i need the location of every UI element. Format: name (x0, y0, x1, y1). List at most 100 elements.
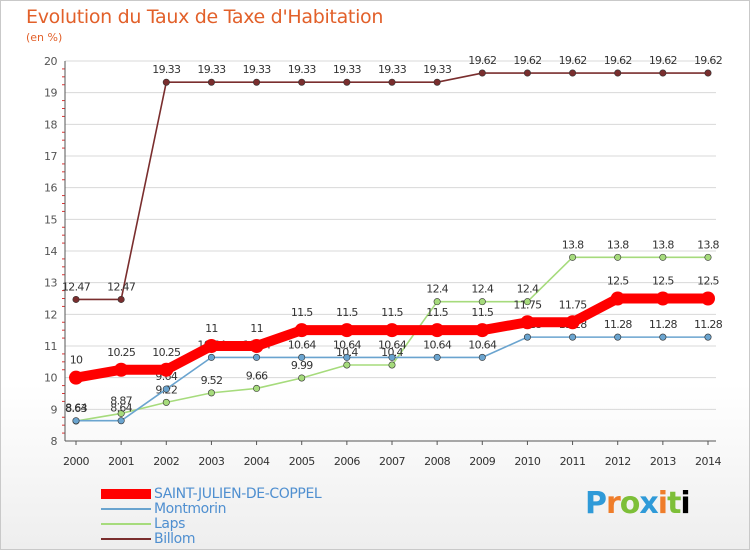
line-chart: 8 9 10 11 12 13 14 15 16 17 18 19 20 2000 2001 2002 2003… (44, 54, 723, 468)
data-label: 19.33 (288, 63, 317, 76)
data-label: 10.64 (423, 338, 452, 351)
data-label: 13.8 (697, 238, 719, 251)
legend-swatch-laps (101, 522, 151, 525)
data-point (433, 353, 441, 361)
data-label: 11.5 (426, 306, 448, 319)
legend-swatch-montmorin (101, 507, 151, 510)
data-point (388, 78, 396, 86)
data-label: 11.75 (513, 298, 542, 311)
data-label: 19.33 (197, 63, 226, 76)
data-label: 8.64 (110, 402, 132, 415)
x-tick-label: 2012 (605, 455, 631, 468)
data-point (523, 298, 531, 306)
data-label: 19.33 (333, 63, 362, 76)
data-point (569, 333, 577, 341)
data-label: 8.87 (110, 394, 132, 407)
legend-label: Laps (154, 515, 185, 532)
data-point (298, 374, 306, 382)
data-point (339, 323, 354, 338)
series-line-billom (76, 72, 708, 301)
chart-subtitle: (en %) (26, 31, 63, 44)
data-point (704, 253, 712, 261)
data-label: 9.66 (246, 369, 268, 382)
y-tick-label: 13 (44, 277, 57, 290)
data-label: 19.62 (649, 54, 677, 67)
data-label: 10.64 (333, 338, 362, 351)
data-point (523, 333, 531, 341)
data-label: 12.47 (107, 280, 136, 293)
data-label: 10.25 (107, 346, 136, 359)
data-label: 19.62 (559, 54, 587, 67)
y-tick-label: 19 (44, 87, 57, 100)
data-point (69, 370, 83, 385)
data-point (343, 361, 351, 369)
data-point (72, 295, 80, 303)
x-tick-label: 2010 (514, 455, 540, 468)
data-label: 13.8 (652, 238, 674, 251)
data-label: 19.62 (513, 54, 541, 67)
legend-item-saint-julien: SAINT-JULIEN-DE-COPPEL (101, 486, 322, 502)
x-tick-label: 2014 (695, 455, 721, 468)
legend-label: Billom (154, 530, 196, 547)
legend-swatch-saint-julien (101, 488, 151, 499)
data-point (343, 353, 351, 361)
data-point (433, 78, 441, 86)
data-label: 19.33 (243, 63, 272, 76)
data-point (207, 78, 215, 86)
y-tick-label: 10 (44, 372, 57, 385)
data-point (610, 291, 625, 306)
data-point (659, 333, 667, 341)
data-label: 11.75 (559, 298, 588, 311)
legend-item-billom: Billom (101, 530, 321, 547)
data-label: 11 (205, 322, 218, 335)
data-label: 11.28 (604, 318, 633, 331)
data-point (204, 339, 219, 353)
proxiti-logo: Proxiti (585, 486, 691, 521)
data-label: 19.62 (604, 54, 632, 67)
data-label: 8.63 (65, 402, 87, 415)
data-label: 19.62 (694, 54, 722, 67)
data-point (117, 409, 125, 417)
x-tick-label: 2006 (334, 455, 360, 468)
x-tick-label: 2002 (153, 455, 179, 468)
x-tick-label: 2007 (379, 455, 405, 468)
data-point (523, 69, 531, 77)
data-point (704, 69, 712, 77)
y-tick-label: 15 (44, 213, 57, 226)
data-point (117, 417, 125, 425)
data-point (478, 298, 486, 306)
data-point (433, 298, 441, 306)
data-label: 11.5 (291, 306, 313, 319)
data-point (659, 69, 667, 77)
data-label: 11.5 (471, 306, 493, 319)
data-label: 12.5 (652, 275, 674, 288)
data-point (207, 353, 215, 361)
data-point (72, 417, 80, 425)
chart-title: Evolution du Taux de Taxe d'Habitation (26, 6, 384, 28)
data-point (701, 291, 715, 306)
data-label: 12.4 (426, 283, 448, 296)
data-point (114, 362, 129, 377)
data-point (298, 353, 306, 361)
data-point (162, 398, 170, 406)
data-label: 12.4 (517, 283, 539, 296)
data-point (659, 253, 667, 261)
data-point (294, 323, 309, 338)
x-tick-label: 2013 (650, 455, 676, 468)
x-tick-label: 2011 (560, 455, 586, 468)
chart-legend: SAINT-JULIEN-DE-COPPEL Montmorin Laps Bi… (101, 486, 322, 547)
x-tick-label: 2005 (289, 455, 315, 468)
data-point (162, 78, 170, 86)
data-label: 12.5 (607, 275, 629, 288)
y-tick-label: 14 (44, 245, 57, 258)
x-tick-label: 2000 (63, 455, 89, 468)
data-point (253, 78, 261, 86)
data-point (565, 315, 580, 330)
data-point (614, 253, 622, 261)
data-label: 10.64 (288, 338, 317, 351)
y-tick-label: 20 (44, 55, 57, 68)
data-label: 11 (250, 322, 263, 335)
data-label: 12.5 (697, 275, 719, 288)
data-point (385, 323, 399, 338)
